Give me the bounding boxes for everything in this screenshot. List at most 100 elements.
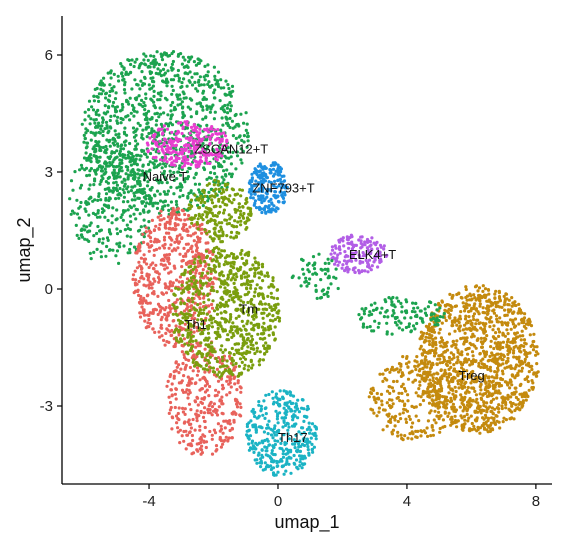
point-th1 xyxy=(142,313,147,317)
point-znf793-t xyxy=(257,188,261,193)
point-tm xyxy=(186,335,190,339)
point-th1 xyxy=(143,257,148,261)
point-th17 xyxy=(245,422,249,426)
point-naive-t xyxy=(83,136,87,141)
point-znf793-t xyxy=(264,210,268,214)
point-naive-t xyxy=(220,151,224,155)
point-tm xyxy=(246,309,250,313)
point-tm xyxy=(249,286,253,290)
point-elk4-t xyxy=(368,266,372,270)
point-tm xyxy=(228,329,232,333)
point-naive-t xyxy=(124,156,128,160)
point-th1 xyxy=(185,383,190,387)
point-znf793-t xyxy=(250,185,254,189)
point-th1 xyxy=(220,402,224,406)
point-th17 xyxy=(282,419,286,423)
point-treg xyxy=(483,413,488,417)
point-th1 xyxy=(232,366,236,370)
point-th1 xyxy=(195,248,199,252)
point-tm xyxy=(240,248,244,253)
point-naive-t xyxy=(98,215,102,219)
point-naive-t xyxy=(203,78,207,82)
point-elk4-t xyxy=(333,244,337,248)
point-tm xyxy=(184,328,188,332)
point-tm xyxy=(218,234,222,238)
point-naive-t xyxy=(107,140,111,144)
point-th1 xyxy=(200,231,204,235)
point-naive-t xyxy=(206,82,210,86)
point-th1 xyxy=(232,420,236,424)
point-th17 xyxy=(286,432,290,436)
point-th1 xyxy=(138,249,142,253)
point-tm xyxy=(239,299,243,303)
point-th17 xyxy=(285,459,289,463)
point-th1 xyxy=(190,250,194,254)
point-tm xyxy=(232,266,236,270)
point-th17 xyxy=(309,436,313,440)
point-naive-t xyxy=(223,92,227,96)
point-naive-t xyxy=(244,111,248,115)
point-th1 xyxy=(168,280,173,284)
point-th1 xyxy=(144,226,148,230)
point-naive-t xyxy=(109,126,113,130)
point-naive-t xyxy=(144,54,148,58)
point-th1 xyxy=(214,449,218,453)
point-tm xyxy=(266,294,270,298)
point-naive-t xyxy=(220,135,224,139)
point-th1 xyxy=(191,369,195,373)
point-th1 xyxy=(207,394,211,398)
point-naive-t xyxy=(107,228,111,232)
point-treg xyxy=(459,393,463,397)
point-elk4-t xyxy=(374,243,378,247)
point-naive-t xyxy=(132,64,136,69)
point-th1 xyxy=(181,254,186,258)
point-naive-t xyxy=(180,185,184,189)
point-th17 xyxy=(279,441,283,445)
point-th1 xyxy=(158,246,162,250)
point-naive-t xyxy=(113,97,118,101)
point-th1 xyxy=(198,302,202,306)
point-naive-t xyxy=(88,183,92,187)
point-th1 xyxy=(182,225,186,229)
point-tm xyxy=(239,372,243,376)
point-naive-t xyxy=(122,153,127,157)
point-tm xyxy=(223,329,227,333)
point-naive-t xyxy=(111,206,115,210)
point-tm xyxy=(230,201,234,205)
point-th1 xyxy=(183,420,187,424)
point-naive-t xyxy=(87,173,91,177)
point-naive-t xyxy=(154,123,158,127)
point-treg xyxy=(520,311,524,315)
point-naive-t xyxy=(183,180,187,184)
point-treg xyxy=(476,289,480,293)
point-th1 xyxy=(199,452,203,456)
point-naive-t xyxy=(86,129,90,133)
point-th17 xyxy=(289,408,293,412)
point-naive-t xyxy=(99,178,104,182)
point-tm xyxy=(217,221,221,225)
point-zscan12-t xyxy=(201,147,205,151)
point-tm xyxy=(203,338,207,342)
point-naive-t xyxy=(231,134,235,138)
point-naive-t xyxy=(143,75,147,79)
point-th1 xyxy=(175,298,179,302)
point-naive-t xyxy=(129,220,133,224)
point-th1 xyxy=(181,410,185,414)
point-tm xyxy=(202,308,206,312)
point-tm xyxy=(194,213,198,218)
point-zscan12-t xyxy=(188,136,192,140)
point-tm xyxy=(205,212,209,217)
point-th1 xyxy=(181,327,186,331)
point-naive-t xyxy=(87,187,91,191)
point-th1 xyxy=(184,242,188,246)
point-tm xyxy=(237,205,241,209)
point-naive-t xyxy=(101,241,105,245)
point-tm xyxy=(203,200,207,205)
point-tm xyxy=(271,314,275,318)
point-th1 xyxy=(207,310,211,314)
point-naive-t xyxy=(130,58,134,62)
point-naive-t xyxy=(80,122,84,126)
point-znf793-t xyxy=(258,176,262,180)
point-naive-t xyxy=(226,111,230,115)
point-tm xyxy=(192,358,196,362)
